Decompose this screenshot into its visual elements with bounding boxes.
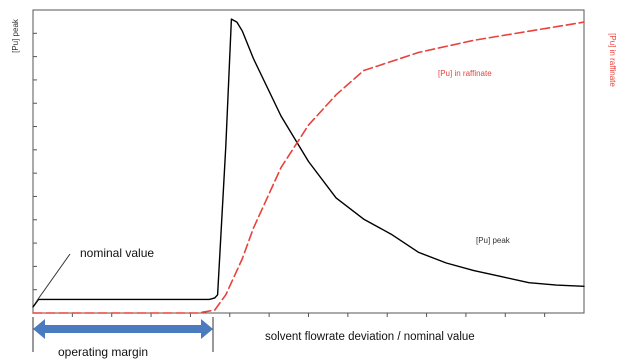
nominal-value-label: nominal value bbox=[80, 246, 154, 260]
peak-curve-label: [Pu] peak bbox=[476, 236, 511, 245]
nominal-value-pointer bbox=[35, 253, 71, 303]
operating-margin-arrowhead-right bbox=[201, 319, 213, 339]
y-axis-label-right: [Pu] in raffinate bbox=[608, 33, 617, 87]
series-line-peak bbox=[32, 18, 585, 308]
operating-margin-arrowhead-left bbox=[33, 319, 45, 339]
y-axis-label-left: [Pu] peak bbox=[11, 18, 20, 53]
operating-margin-arrow bbox=[32, 317, 214, 352]
raffinate-curve-label: [Pu] in raffinate bbox=[438, 69, 492, 78]
operating-margin-label: operating margin bbox=[58, 345, 148, 359]
x-axis-label: solvent flowrate deviation / nominal val… bbox=[265, 331, 475, 343]
axes-layer bbox=[32, 9, 585, 317]
operating-margin-arrow-shaft bbox=[42, 325, 204, 333]
series-layer bbox=[32, 18, 585, 314]
series-line-raffinate bbox=[32, 21, 585, 314]
